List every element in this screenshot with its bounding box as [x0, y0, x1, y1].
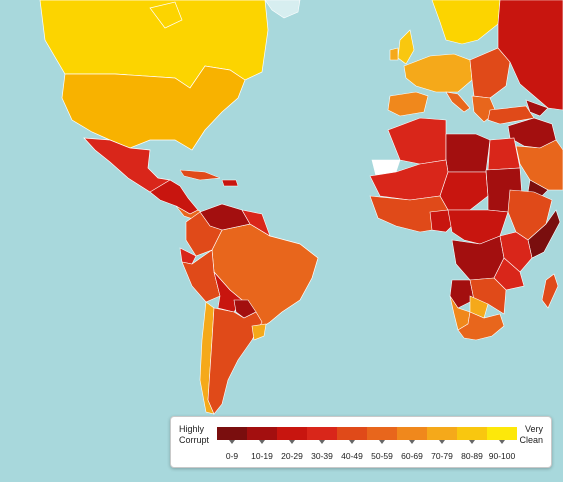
legend-left-line1: Highly: [179, 424, 205, 434]
legend-range-30-39: 30-39: [311, 451, 333, 461]
legend-notches: [217, 440, 517, 445]
region-colombia[interactable]: [185, 211, 223, 257]
legend-notch: [469, 440, 475, 444]
legend-right-line1: Very: [524, 424, 543, 434]
region-ireland[interactable]: [389, 47, 399, 61]
legend-swatch-10-19: [247, 427, 277, 440]
legend-swatch-70-79: [427, 427, 457, 440]
legend-very-clean-label: Very Clean: [519, 424, 543, 446]
region-caucasus[interactable]: [525, 99, 549, 117]
region-uruguay[interactable]: [251, 323, 267, 341]
region-russia[interactable]: [497, 0, 563, 111]
region-greenland[interactable]: [264, 0, 301, 19]
legend-swatch-30-39: [307, 427, 337, 440]
region-madagascar[interactable]: [541, 273, 559, 309]
legend-range-50-59: 50-59: [371, 451, 393, 461]
region-western-europe[interactable]: [403, 53, 473, 93]
region-hispaniola[interactable]: [221, 179, 239, 187]
region-egypt[interactable]: [487, 137, 521, 171]
region-canada-arctic-island[interactable]: [149, 1, 183, 29]
region-iberia[interactable]: [387, 91, 429, 117]
region-cuba[interactable]: [179, 169, 221, 181]
region-argentina[interactable]: [207, 307, 263, 415]
legend-notch: [439, 440, 445, 444]
legend-range-70-79: 70-79: [431, 451, 453, 461]
region-south-africa[interactable]: [457, 311, 505, 341]
legend-range-80-89: 80-89: [461, 451, 483, 461]
legend-notch: [349, 440, 355, 444]
legend-range-10-19: 10-19: [251, 451, 273, 461]
legend-swatch-0-9: [217, 427, 247, 440]
region-turkey[interactable]: [487, 105, 535, 125]
legend-swatch-60-69: [397, 427, 427, 440]
legend-notch: [229, 440, 235, 444]
region-italy[interactable]: [445, 91, 471, 113]
legend-range-0-9: 0-9: [225, 451, 239, 461]
legend-range-20-29: 20-29: [281, 451, 303, 461]
region-uk[interactable]: [397, 29, 415, 65]
region-usa[interactable]: [61, 65, 246, 151]
legend-range-40-49: 40-49: [341, 451, 363, 461]
region-libya[interactable]: [445, 133, 491, 173]
region-guianas[interactable]: [241, 209, 271, 237]
legend-swatch-20-29: [277, 427, 307, 440]
legend-swatch-90-100: [487, 427, 517, 440]
legend-notch: [409, 440, 415, 444]
legend-notch: [379, 440, 385, 444]
legend-swatch-80-89: [457, 427, 487, 440]
legend-notch: [319, 440, 325, 444]
legend-color-scale: [217, 427, 517, 440]
legend-notch: [259, 440, 265, 444]
legend-range-60-69: 60-69: [401, 451, 423, 461]
legend-highly-corrupt-label: Highly Corrupt: [179, 424, 209, 446]
legend-swatch-40-49: [337, 427, 367, 440]
legend-notch: [289, 440, 295, 444]
legend-right-line2: Clean: [519, 435, 543, 445]
region-angola[interactable]: [449, 279, 475, 309]
legend: Highly Corrupt 0-9 10-19 20-29 30-39 40-49 50…: [170, 416, 552, 468]
legend-range-90-100: 90-100: [488, 451, 516, 461]
legend-range-labels: 0-9 10-19 20-29 30-39 40-49 50-59 60-69 70-79 80…: [217, 451, 517, 463]
region-arabia[interactable]: [515, 139, 563, 191]
legend-notch: [499, 440, 505, 444]
legend-left-line2: Corrupt: [179, 435, 210, 445]
region-tanzania[interactable]: [493, 257, 525, 291]
legend-swatch-50-59: [367, 427, 397, 440]
